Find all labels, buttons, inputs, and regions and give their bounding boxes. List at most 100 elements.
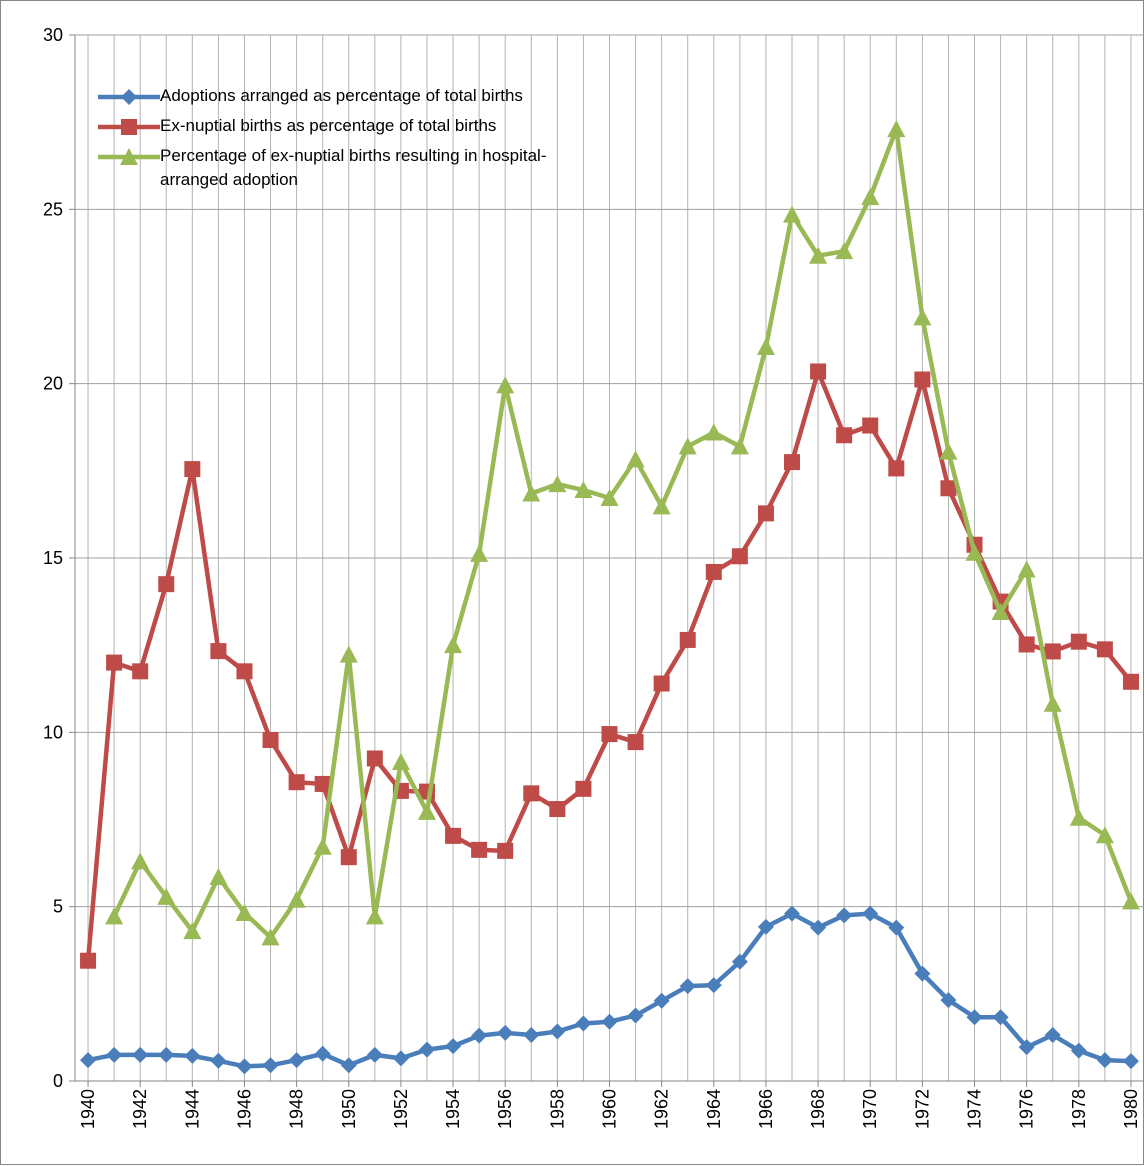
x-tick-label: 1952 (391, 1089, 411, 1129)
point (340, 1057, 357, 1074)
legend-label: Adoptions arranged as percentage of tota… (160, 86, 523, 105)
legend-icon (98, 119, 160, 135)
point (391, 752, 410, 770)
point (1018, 1039, 1035, 1056)
point (652, 497, 671, 515)
point (679, 631, 696, 648)
point (261, 928, 280, 946)
point (653, 675, 670, 692)
point (209, 868, 228, 886)
x-tick-label: 1978 (1069, 1089, 1089, 1129)
series-line (112, 126, 1134, 940)
y-tick-label: 20 (43, 374, 63, 394)
point (1070, 1042, 1087, 1059)
point (756, 338, 775, 356)
point (678, 437, 697, 455)
point (496, 376, 515, 394)
legend-icon (98, 148, 160, 165)
point (731, 548, 748, 565)
point (418, 1041, 435, 1058)
point (121, 89, 137, 105)
point (888, 460, 905, 477)
x-tick-label: 1954 (443, 1089, 463, 1129)
point (836, 427, 853, 444)
point (471, 841, 488, 858)
point (601, 1013, 618, 1030)
x-tick-label: 1964 (704, 1089, 724, 1129)
point (1096, 1052, 1113, 1069)
point (861, 188, 880, 206)
point (497, 842, 514, 859)
point (522, 484, 541, 502)
point (497, 1024, 514, 1041)
point (131, 852, 150, 870)
point (210, 1052, 227, 1069)
x-tick-label: 1972 (912, 1089, 932, 1129)
point (600, 489, 619, 507)
x-tick-label: 1946 (234, 1089, 254, 1129)
x-tick-label: 1968 (808, 1089, 828, 1129)
point (366, 1046, 383, 1063)
point (210, 643, 227, 660)
point (340, 849, 357, 866)
y-tick-label: 0 (53, 1071, 63, 1091)
point (106, 1046, 123, 1063)
point (120, 148, 138, 165)
x-tick-label: 1956 (495, 1089, 515, 1129)
point (914, 371, 931, 388)
point (730, 437, 749, 455)
point (835, 242, 854, 260)
point (1044, 1026, 1061, 1043)
point (913, 308, 932, 326)
point (288, 1052, 305, 1069)
point (313, 837, 332, 855)
point (862, 417, 879, 434)
point (158, 576, 175, 593)
x-tick-label: 1970 (860, 1089, 880, 1129)
legend: Adoptions arranged as percentage of tota… (98, 84, 618, 196)
legend-item: Ex-nuptial births as percentage of total… (98, 114, 618, 140)
point (366, 750, 383, 767)
point (1122, 673, 1139, 690)
point (731, 953, 748, 970)
point (184, 461, 201, 478)
point (1018, 636, 1035, 653)
point (1070, 633, 1087, 650)
point (809, 246, 828, 264)
point (471, 1027, 488, 1044)
point (757, 505, 774, 522)
point (262, 732, 279, 749)
point (810, 363, 827, 380)
point (704, 423, 723, 441)
point (132, 1046, 149, 1063)
point (157, 887, 176, 905)
legend-label: Percentage of ex-nuptial births resultin… (160, 146, 547, 189)
y-tick-label: 15 (43, 548, 63, 568)
point (888, 919, 905, 936)
point (1121, 892, 1140, 910)
point (236, 663, 253, 680)
point (810, 919, 827, 936)
x-tick-label: 1976 (1017, 1089, 1037, 1129)
x-tick-label: 1958 (547, 1089, 567, 1129)
legend-item: Adoptions arranged as percentage of tota… (98, 84, 618, 110)
point (653, 992, 670, 1009)
point (132, 663, 149, 680)
legend-label: Ex-nuptial births as percentage of total… (160, 116, 497, 135)
point (470, 544, 489, 562)
point (1044, 643, 1061, 660)
point (575, 780, 592, 797)
point (783, 205, 802, 223)
point (784, 454, 801, 471)
x-tick-label: 1962 (652, 1089, 672, 1129)
point (887, 120, 906, 138)
point (106, 654, 123, 671)
x-tick-label: 1966 (756, 1089, 776, 1129)
point (966, 1009, 983, 1026)
point (288, 774, 305, 791)
point (80, 1052, 97, 1069)
point (940, 992, 957, 1009)
